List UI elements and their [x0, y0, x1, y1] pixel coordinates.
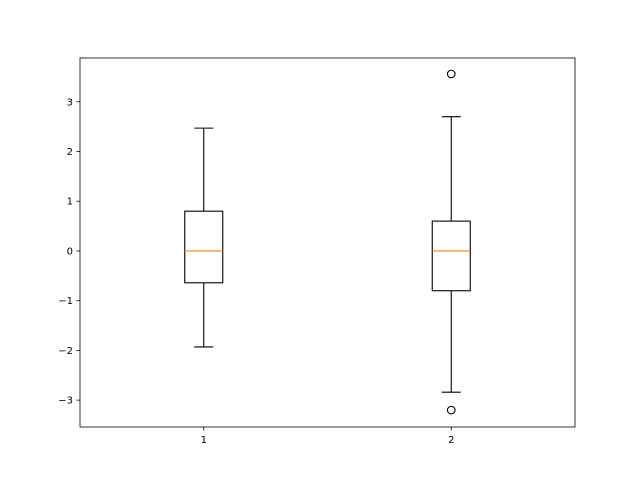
outlier-point	[446, 69, 456, 79]
x-tick-label: 2	[448, 435, 454, 446]
box-2	[431, 69, 471, 415]
box-iqr	[184, 210, 224, 284]
plot-area	[79, 57, 576, 428]
y-tick-label: −3	[58, 396, 73, 407]
y-tick-label: 1	[67, 197, 73, 208]
y-tick-label: 0	[67, 246, 73, 257]
box-1	[184, 127, 224, 348]
y-tick-label: 3	[67, 97, 73, 108]
box-iqr	[431, 220, 471, 292]
y-tick-label: −2	[58, 346, 73, 357]
x-tick-label: 1	[201, 435, 207, 446]
y-tick-label: 2	[67, 147, 73, 158]
y-tick-label: −1	[58, 296, 73, 307]
outlier-point	[446, 405, 456, 415]
